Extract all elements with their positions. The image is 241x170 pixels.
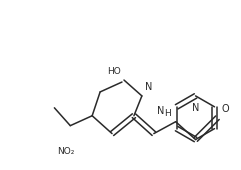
Text: H: H — [164, 109, 171, 118]
Text: HO: HO — [107, 67, 121, 76]
Text: N: N — [157, 106, 165, 116]
Text: O: O — [221, 104, 229, 114]
Text: N: N — [145, 82, 152, 92]
Text: NO₂: NO₂ — [57, 147, 74, 156]
Text: N: N — [192, 103, 199, 113]
